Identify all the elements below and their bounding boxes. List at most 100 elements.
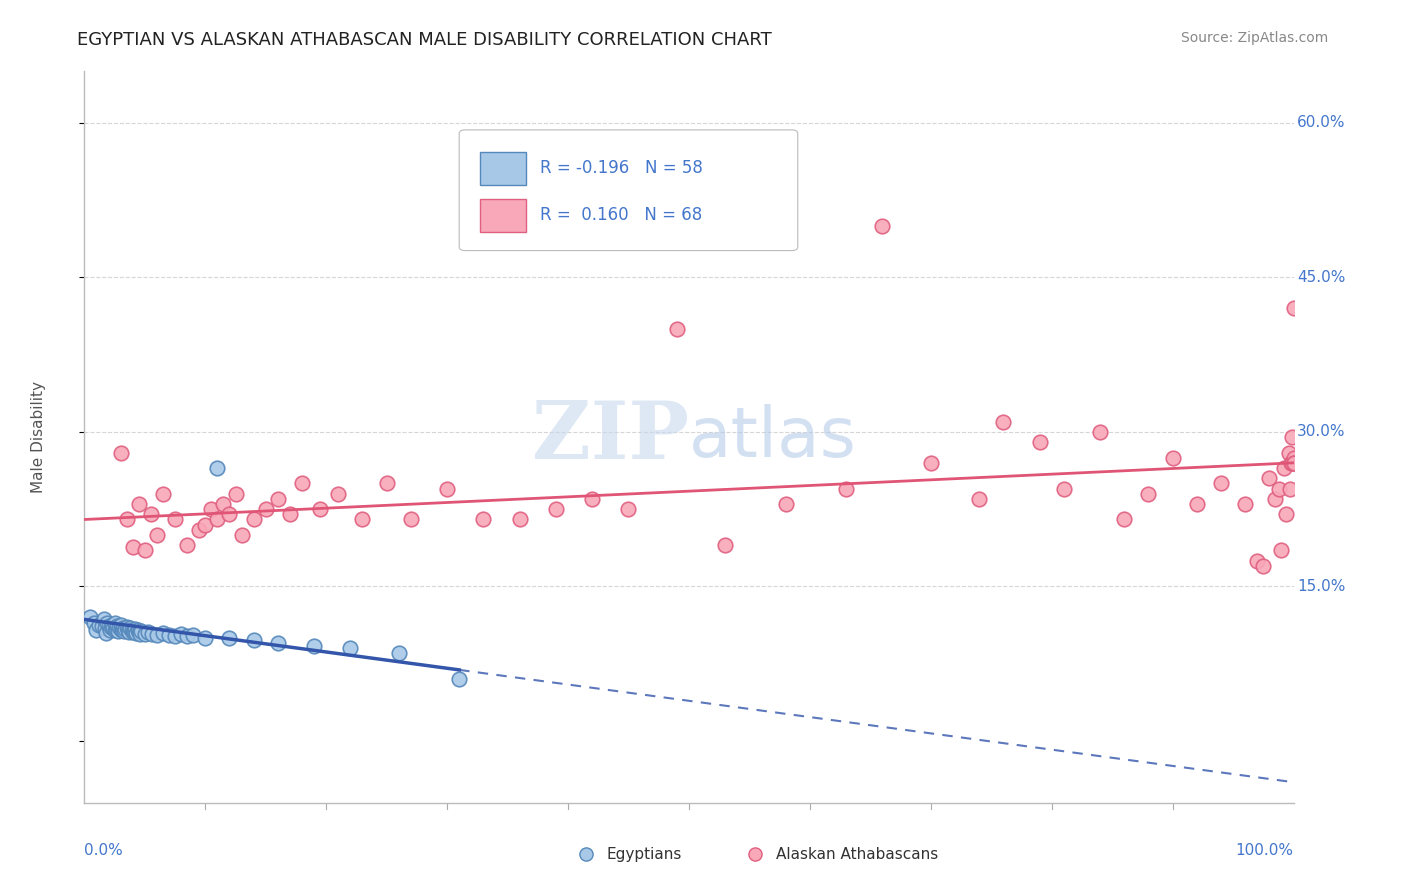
Point [165, 629, 187, 643]
Point [436, 482, 458, 496]
Text: R =  0.160   N = 68: R = 0.160 N = 68 [540, 206, 703, 225]
Bar [479, 199, 526, 232]
Point [121, 623, 143, 637]
Point [1278, 482, 1301, 496]
Point [98, 623, 121, 637]
Point [207, 461, 229, 475]
Point [194, 631, 217, 645]
Point [93, 612, 115, 626]
Point [872, 219, 894, 233]
Point [110, 445, 132, 459]
Point [1282, 456, 1305, 470]
Point [1281, 430, 1303, 444]
Bar [479, 152, 526, 185]
Text: Egyptians: Egyptians [607, 847, 682, 862]
Text: 30.0%: 30.0% [1298, 425, 1346, 440]
Point [1275, 508, 1298, 522]
Point [87, 617, 110, 632]
Point [665, 322, 688, 336]
Point [91, 618, 114, 632]
Point [1088, 425, 1111, 439]
Point [509, 512, 531, 526]
Point [134, 543, 156, 558]
Point [112, 621, 135, 635]
Point [110, 617, 132, 632]
Point [242, 633, 264, 648]
Point [124, 622, 146, 636]
Point [218, 508, 240, 522]
Point [1279, 456, 1302, 470]
Point [1282, 301, 1305, 316]
Point [744, 806, 766, 821]
Text: Male Disability: Male Disability [31, 381, 46, 493]
Point [920, 456, 942, 470]
Point [575, 806, 598, 821]
Point [129, 627, 152, 641]
Point [278, 508, 301, 522]
Point [110, 622, 132, 636]
Point [581, 491, 603, 506]
Point [1185, 497, 1208, 511]
Point [194, 517, 217, 532]
Point [1278, 445, 1301, 459]
Point [218, 631, 240, 645]
Point [1264, 491, 1286, 506]
Point [139, 508, 162, 522]
Point [714, 538, 737, 552]
Point [1137, 487, 1160, 501]
Point [231, 528, 253, 542]
Text: EGYPTIAN VS ALASKAN ATHABASCAN MALE DISABILITY CORRELATION CHART: EGYPTIAN VS ALASKAN ATHABASCAN MALE DISA… [77, 31, 772, 49]
Point [105, 618, 128, 632]
Point [127, 623, 149, 637]
Point [115, 512, 138, 526]
Point [291, 476, 314, 491]
Point [1281, 456, 1303, 470]
Point [181, 628, 204, 642]
Text: atlas: atlas [689, 403, 856, 471]
Text: 45.0%: 45.0% [1298, 270, 1346, 285]
Point [152, 625, 174, 640]
Point [125, 625, 148, 640]
Text: 60.0%: 60.0% [1298, 115, 1346, 130]
Point [212, 497, 235, 511]
Point [339, 641, 361, 656]
Text: 100.0%: 100.0% [1236, 843, 1294, 858]
Point [775, 497, 797, 511]
Point [97, 618, 120, 632]
Point [1028, 435, 1050, 450]
Point [967, 491, 990, 506]
Point [114, 622, 136, 636]
Text: Source: ZipAtlas.com: Source: ZipAtlas.com [1181, 31, 1329, 45]
Point [472, 512, 495, 526]
FancyBboxPatch shape [460, 130, 797, 251]
Point [617, 502, 640, 516]
Text: R = -0.196   N = 58: R = -0.196 N = 58 [540, 159, 703, 177]
Point [176, 538, 198, 552]
Point [103, 621, 125, 635]
Point [96, 615, 118, 630]
Point [1272, 461, 1295, 475]
Point [111, 623, 134, 637]
Point [107, 624, 129, 638]
Point [108, 620, 131, 634]
Point [1161, 450, 1184, 465]
Point [242, 512, 264, 526]
Point [138, 624, 160, 639]
Point [94, 621, 117, 635]
Point [1258, 471, 1281, 485]
Point [121, 624, 143, 639]
Point [141, 627, 163, 641]
Point [118, 624, 141, 639]
Point [188, 523, 211, 537]
Point [328, 487, 350, 501]
Point [207, 512, 229, 526]
Point [176, 629, 198, 643]
Point [122, 624, 145, 638]
Point [121, 541, 143, 555]
Point [835, 482, 858, 496]
Point [352, 512, 374, 526]
Point [100, 620, 122, 634]
Point [152, 487, 174, 501]
Point [129, 624, 152, 638]
Point [1253, 558, 1275, 573]
